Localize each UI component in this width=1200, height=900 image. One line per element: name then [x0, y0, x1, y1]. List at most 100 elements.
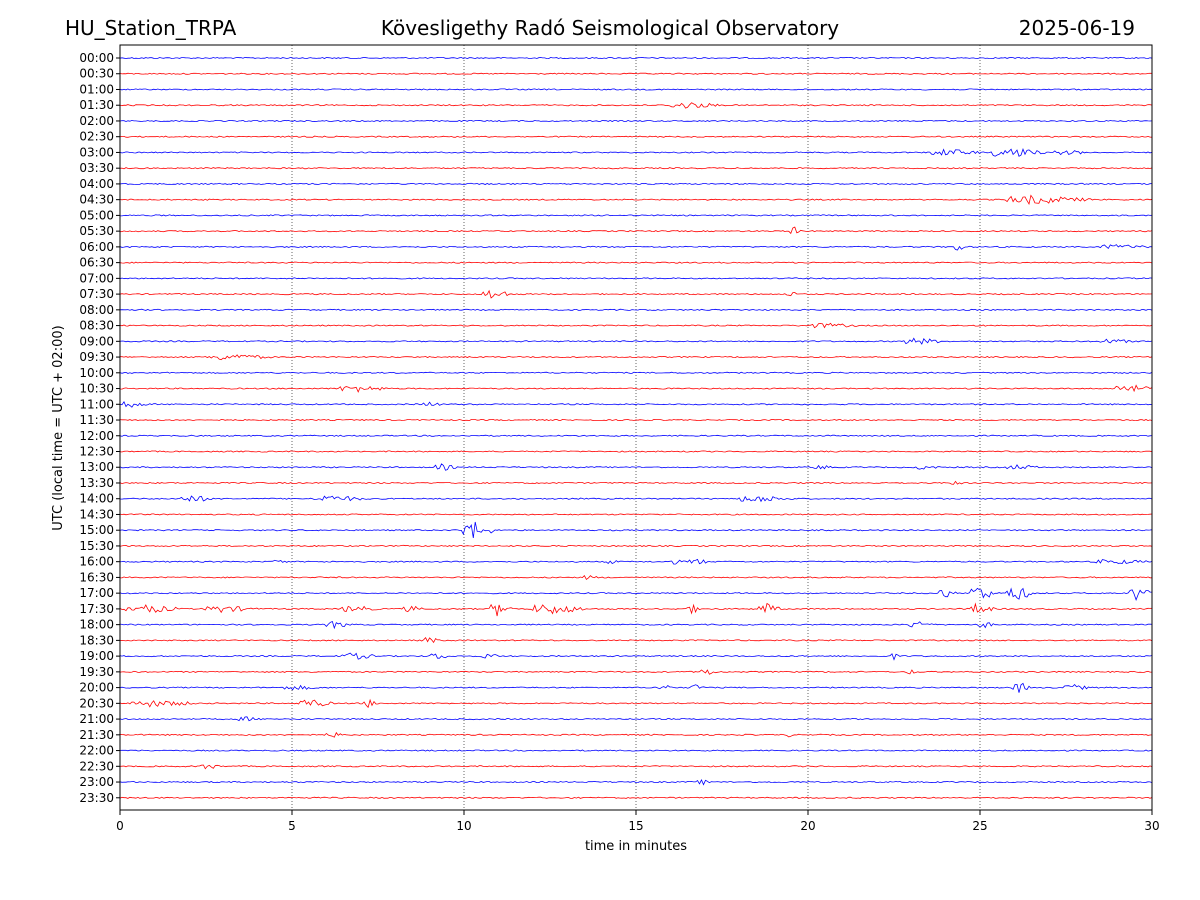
x-tick-labels: 0 5 10 15 20 25 30	[116, 810, 1160, 833]
y-tick-label: 18:00	[79, 618, 114, 632]
y-tick-label: 19:30	[79, 665, 114, 679]
x-tick-label: 25	[972, 819, 987, 833]
y-tick-label: 03:00	[79, 145, 114, 159]
trace-1300	[119, 463, 1153, 471]
trace-0700	[119, 277, 1153, 280]
trace-1430	[119, 513, 1153, 516]
trace-0830	[119, 322, 1153, 329]
y-tick-label: 22:30	[79, 759, 114, 773]
trace-0500	[120, 214, 1153, 217]
trace-2200	[119, 749, 1153, 752]
y-tick-label: 07:00	[79, 271, 114, 285]
x-tick-label: 0	[116, 819, 124, 833]
y-tick-label: 04:00	[79, 177, 114, 191]
x-axis-label: time in minutes	[585, 839, 687, 854]
trace-0100	[119, 88, 1153, 91]
trace-0130	[119, 102, 1153, 109]
x-tick-label: 5	[288, 819, 296, 833]
y-tick-label: 01:00	[79, 82, 114, 96]
trace-0900	[119, 337, 1153, 345]
y-tick-label: 20:00	[79, 681, 114, 695]
trace-2000	[119, 682, 1153, 693]
y-tick-label: 13:00	[79, 460, 114, 474]
y-tick-label: 23:00	[79, 775, 114, 789]
y-tick-label: 22:00	[79, 744, 114, 758]
trace-0730	[119, 289, 1153, 299]
trace-0200	[119, 119, 1153, 123]
y-axis-label: UTC (local time = UTC + 02:00)	[51, 325, 66, 530]
y-tick-label: 17:30	[79, 602, 114, 616]
trace-1600	[119, 558, 1153, 565]
trace-0030	[119, 72, 1152, 75]
y-tick-label: 14:30	[79, 507, 114, 521]
y-tick-label: 11:30	[79, 413, 114, 427]
trace-1500	[119, 521, 1153, 538]
y-tick-label: 14:00	[79, 492, 114, 506]
trace-1830	[119, 637, 1153, 644]
y-tick-label: 20:30	[79, 696, 114, 710]
x-tick-label: 15	[628, 819, 643, 833]
y-tick-label: 05:30	[79, 224, 114, 238]
trace-2130	[119, 731, 1153, 738]
trace-1000	[119, 371, 1153, 374]
trace-1130	[119, 418, 1153, 422]
trace-1030	[119, 384, 1153, 393]
trace-0600	[119, 244, 1153, 251]
y-tick-label: 03:30	[79, 161, 114, 175]
record-date: 2025-06-19	[1019, 16, 1135, 40]
trace-0430	[119, 194, 1153, 205]
y-tick-label: 09:00	[79, 334, 114, 348]
plot-frame	[119, 44, 1153, 811]
trace-0000	[119, 56, 1153, 60]
y-tick-label: 12:30	[79, 445, 114, 459]
y-tick-label: 05:00	[79, 208, 114, 222]
y-tick-label: 02:00	[79, 114, 114, 128]
trace-0930	[120, 354, 1153, 361]
y-tick-label: 06:00	[79, 240, 114, 254]
trace-2330	[119, 796, 1153, 799]
chart-title: Kövesligethy Radó Seismological Observat…	[381, 16, 839, 40]
y-tick-label: 09:30	[79, 350, 114, 364]
y-tick-label: 06:30	[79, 256, 114, 270]
y-tick-label: 10:00	[79, 366, 114, 380]
trace-0630	[119, 261, 1153, 264]
trace-2030	[119, 698, 1153, 709]
x-tick-label: 10	[456, 819, 471, 833]
trace-1900	[119, 652, 1153, 661]
trace-1100	[119, 400, 1153, 408]
y-tick-label: 08:30	[79, 319, 114, 333]
trace-0530	[119, 226, 1153, 235]
trace-1530	[119, 544, 1153, 547]
y-tick-label: 18:30	[79, 633, 114, 647]
trace-1800	[119, 620, 1153, 630]
trace-1930	[119, 669, 1152, 675]
y-tick-label: 13:30	[79, 476, 114, 490]
trace-lines	[119, 56, 1153, 799]
trace-2230	[119, 764, 1153, 770]
station-name: HU_Station_TRPA	[65, 16, 237, 40]
y-tick-label: 15:30	[79, 539, 114, 553]
vertical-gridlines	[291, 45, 981, 810]
y-tick-label: 11:00	[79, 397, 114, 411]
trace-1730	[119, 602, 1153, 617]
y-tick-label: 15:00	[79, 523, 114, 537]
trace-0300	[119, 148, 1153, 157]
y-tick-label: 12:00	[79, 429, 114, 443]
y-tick-label: 08:00	[79, 303, 114, 317]
y-tick-label: 21:00	[79, 712, 114, 726]
y-tick-label: 04:30	[79, 193, 114, 207]
y-tick-label: 00:30	[79, 67, 114, 81]
x-tick-label: 30	[1144, 819, 1159, 833]
trace-0330	[119, 167, 1153, 170]
y-tick-label: 23:30	[79, 791, 114, 805]
trace-1400	[119, 495, 1153, 503]
y-tick-label: 16:30	[79, 570, 114, 584]
y-tick-label: 10:30	[79, 382, 114, 396]
y-tick-label: 19:00	[79, 649, 114, 663]
trace-1330	[119, 480, 1153, 485]
y-tick-label: 02:30	[79, 130, 114, 144]
y-tick-label: 17:00	[79, 586, 114, 600]
trace-2300	[119, 778, 1153, 786]
